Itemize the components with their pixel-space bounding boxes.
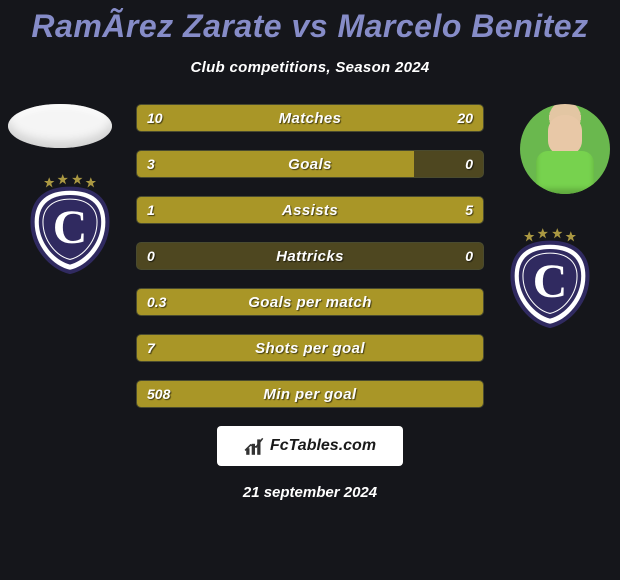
stat-label: Hattricks xyxy=(137,243,483,269)
stat-row: Min per goal508 xyxy=(136,380,484,408)
subtitle: Club competitions, Season 2024 xyxy=(0,59,620,76)
stat-bars: Matches1020Goals30Assists15Hattricks00Go… xyxy=(136,104,484,408)
stat-label: Matches xyxy=(137,105,483,131)
stat-label: Min per goal xyxy=(137,381,483,407)
comparison-content: C C Matches10 20 Goals3 0 Assists1 5 Hattricks… xyxy=(0,104,620,408)
svg-text:C: C xyxy=(53,201,88,254)
stat-value-left: 1 xyxy=(147,197,155,223)
stat-value-left: 3 xyxy=(147,151,155,177)
stat-row: Goals per match0.3 xyxy=(136,288,484,316)
club-logo-left: C xyxy=(18,170,122,279)
stat-value-right: 5 xyxy=(465,197,473,223)
stat-value-left: 508 xyxy=(147,381,170,407)
stat-label: Assists xyxy=(137,197,483,223)
stat-row: Goals3 0 xyxy=(136,150,484,178)
stat-label: Shots per goal xyxy=(137,335,483,361)
stat-value-left: 7 xyxy=(147,335,155,361)
player-photo-left xyxy=(8,104,112,148)
stat-row: Matches10 20 xyxy=(136,104,484,132)
footer-logo: FcTables.com xyxy=(217,426,403,466)
stat-value-right: 0 xyxy=(465,151,473,177)
chart-icon xyxy=(244,435,266,457)
player-photo-right xyxy=(520,104,610,194)
stat-row: Shots per goal7 xyxy=(136,334,484,362)
club-stars xyxy=(44,174,96,187)
stat-value-left: 0.3 xyxy=(147,289,166,315)
page-title: RamÃ­rez Zarate vs Marcelo Benitez xyxy=(0,0,620,45)
stat-value-right: 20 xyxy=(457,105,473,131)
stat-label: Goals xyxy=(137,151,483,177)
date-text: 21 september 2024 xyxy=(0,484,620,501)
stat-value-left: 0 xyxy=(147,243,155,269)
stat-row: Hattricks0 0 xyxy=(136,242,484,270)
stat-row: Assists1 5 xyxy=(136,196,484,224)
footer-text: FcTables.com xyxy=(270,437,376,455)
club-logo-right: C xyxy=(498,224,602,333)
stat-label: Goals per match xyxy=(137,289,483,315)
stat-value-left: 10 xyxy=(147,105,163,131)
svg-text:C: C xyxy=(533,255,568,308)
stat-value-right: 0 xyxy=(465,243,473,269)
